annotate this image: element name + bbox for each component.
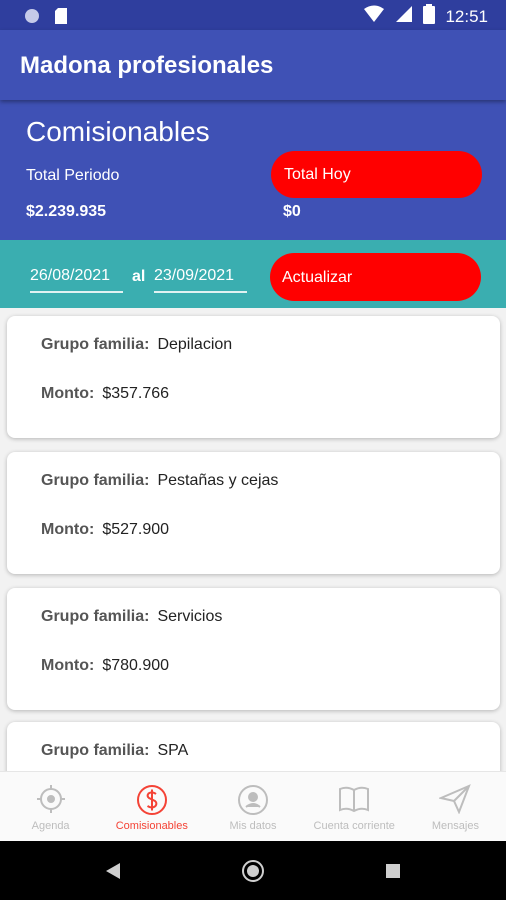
status-right: 12:51 [363,4,488,29]
nav-label: Mis datos [229,820,277,832]
grupo-row: Grupo familia: Servicios [41,608,222,626]
grupo-row: Grupo familia: Depilacion [41,336,232,354]
actualizar-label: Actualizar [282,269,353,286]
date-separator: al [132,268,146,285]
send-icon [438,784,472,819]
open-book-icon [338,784,370,819]
monto-label: Monto: [41,385,95,402]
app-bar: Madona profesionales [0,30,506,100]
notification-dot-icon [24,8,40,29]
monto-value: $357.766 [102,385,170,402]
back-icon[interactable] [104,862,122,885]
home-icon[interactable] [241,859,265,888]
account-circle-icon [237,784,269,821]
nav-item-mis-datos[interactable]: Mis datos [202,772,303,841]
grupo-value: SPA [157,742,189,759]
monto-label: Monto: [41,657,95,674]
total-periodo-label: Total Periodo [26,167,120,184]
signal-icon [395,5,413,28]
sd-card-icon [54,7,68,30]
list-item: Grupo familia: Pestañas y cejas Monto: $52… [7,452,500,574]
summary-panel: Comisionables Total Periodo $2.239.935 T… [0,100,506,240]
monto-label: Monto: [41,521,95,538]
recents-icon[interactable] [385,863,401,884]
grupo-label: Grupo familia: [41,608,150,625]
nav-item-agenda[interactable]: Agenda [0,772,101,841]
list-item: Grupo familia: Depilacion Monto: $357.766 [7,316,500,438]
wifi-icon [363,5,385,28]
monto-value: $780.900 [102,657,170,674]
nav-label: Cuenta corriente [313,820,395,832]
app-title: Madona profesionales [20,52,274,79]
monto-value: $527.900 [102,521,170,538]
grupo-value: Pestañas y cejas [157,472,279,489]
actualizar-button[interactable]: Actualizar [270,253,481,301]
dollar-circle-icon [136,784,168,821]
monto-row: Monto: $357.766 [41,385,169,403]
grupo-row: Grupo familia: Pestañas y cejas [41,472,278,490]
crosshair-icon [36,784,66,819]
date-from-field[interactable]: 26/08/2021 [30,267,123,293]
clock: 12:51 [445,6,488,26]
nav-label: Mensajes [431,820,479,832]
total-hoy-value: $0 [283,203,301,220]
battery-icon [423,4,436,29]
nav-label: Comisionables [115,820,188,832]
date-to-field[interactable]: 23/09/2021 [154,267,247,293]
page-title: Comisionables [26,116,210,147]
nav-label: Agenda [31,820,70,832]
status-left [24,7,68,30]
list-item: Grupo familia: SPA [7,722,500,771]
nav-item-comisionables[interactable]: Comisionables [101,772,202,841]
system-navigation-bar [0,841,506,900]
list-item: Grupo familia: Servicios Monto: $780.900 [7,588,500,710]
grupo-value: Servicios [157,608,223,625]
grupo-value: Depilacion [157,336,233,353]
grupo-row: Grupo familia: SPA [41,742,188,760]
monto-row: Monto: $780.900 [41,657,169,675]
nav-item-cuenta-corriente[interactable]: Cuenta corriente [304,772,405,841]
bottom-navigation: Agenda Comisionables Mis datos Cuen [0,771,506,841]
total-hoy-button[interactable]: Total Hoy [271,151,482,198]
nav-item-mensajes[interactable]: Mensajes [405,772,506,841]
total-hoy-label: Total Hoy [284,166,351,183]
monto-row: Monto: $527.900 [41,521,169,539]
date-filter-bar: 26/08/2021 al 23/09/2021 Actualizar [0,240,506,308]
comisiones-list[interactable]: Grupo familia: Depilacion Monto: $357.766 … [0,308,506,771]
grupo-label: Grupo familia: [41,336,150,353]
grupo-label: Grupo familia: [41,742,150,759]
grupo-label: Grupo familia: [41,472,150,489]
total-periodo-value: $2.239.935 [26,203,107,220]
status-bar: 12:51 [0,0,506,30]
